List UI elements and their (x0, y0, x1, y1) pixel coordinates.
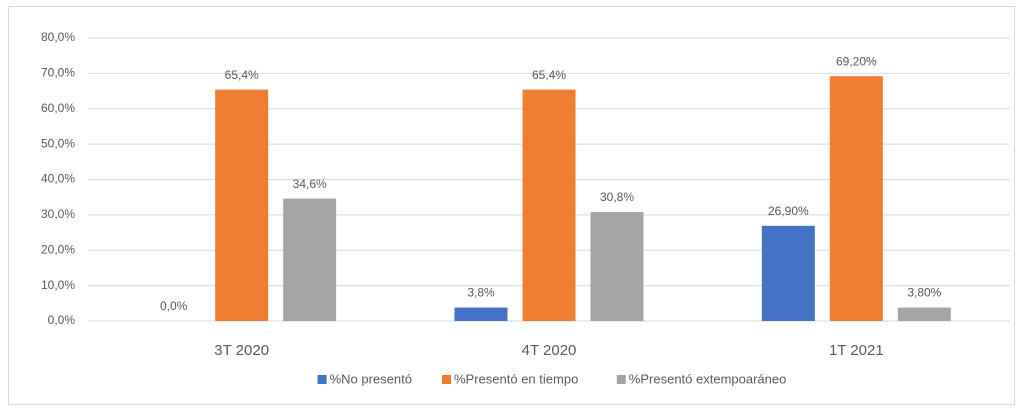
bar (215, 89, 269, 322)
data-label: 3,80% (907, 286, 941, 300)
y-tick-label: 20,0% (41, 242, 75, 256)
bar (829, 76, 883, 321)
data-label: 0,0% (160, 299, 188, 313)
data-label: 69,20% (836, 54, 877, 68)
bar (897, 307, 951, 321)
data-label: 30,8% (600, 190, 634, 204)
bar (283, 198, 337, 321)
y-tick-label: 30,0% (41, 207, 75, 221)
bar (454, 307, 508, 321)
legend-label: %No presentó (330, 371, 412, 386)
x-tick-label: 4T 2020 (522, 342, 577, 359)
data-label: 65,4% (225, 68, 259, 82)
data-label: 34,6% (293, 177, 327, 191)
legend-swatch (616, 375, 626, 384)
y-tick-label: 80,0% (41, 30, 75, 44)
legend-label: %Presentó en tiempo (454, 371, 578, 386)
y-tick-label: 10,0% (41, 278, 75, 292)
y-tick-label: 60,0% (41, 101, 75, 115)
bar (590, 212, 644, 321)
legend-swatch (317, 375, 327, 384)
x-tick-label: 3T 2020 (214, 342, 269, 359)
x-tick-label: 1T 2021 (829, 342, 884, 359)
legend-swatch (442, 375, 451, 384)
bar (522, 89, 576, 322)
data-label: 3,8% (467, 286, 495, 300)
legend-label: %Presentó extempoaráneo (629, 371, 787, 386)
bar (761, 225, 815, 321)
data-label: 26,90% (768, 204, 809, 218)
y-tick-label: 50,0% (41, 136, 75, 150)
y-tick-label: 70,0% (41, 66, 75, 80)
data-label: 65,4% (532, 68, 566, 82)
y-tick-label: 40,0% (41, 172, 75, 186)
y-tick-label: 0,0% (48, 313, 76, 327)
